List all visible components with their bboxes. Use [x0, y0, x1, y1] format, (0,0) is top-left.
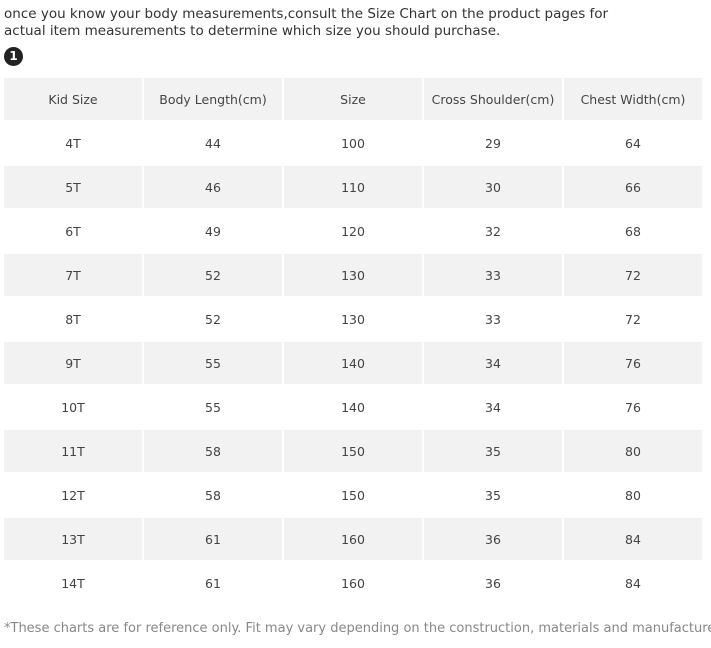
table-cell: Size — [284, 78, 422, 120]
table-cell: 55 — [144, 342, 282, 384]
table-cell: Cross Shoulder(cm) — [424, 78, 562, 120]
table-row: 5T 46 110 30 66 — [4, 166, 702, 208]
table-cell: 76 — [625, 399, 641, 415]
table-cell: 58 — [144, 430, 282, 472]
table-cell: 100 — [341, 135, 365, 151]
table-row: 8T 52 130 33 72 — [4, 298, 702, 340]
table-cell: 35 — [424, 430, 562, 472]
table-cell: 160 — [284, 518, 422, 560]
table-cell: 30 — [424, 166, 562, 208]
table-cell: 76 — [564, 342, 702, 384]
table-cell: 4T — [65, 135, 81, 151]
table-row: 7T 52 130 33 72 — [4, 254, 702, 296]
table-row: 14T 61 160 36 84 — [4, 562, 702, 604]
table-cell: 130 — [284, 254, 422, 296]
table-cell: Chest Width(cm) — [564, 78, 702, 120]
table-cell: 80 — [625, 487, 641, 503]
table-cell: 33 — [485, 311, 501, 327]
table-cell: 29 — [485, 135, 501, 151]
table-cell: 58 — [205, 487, 221, 503]
table-cell: 66 — [564, 166, 702, 208]
table-cell: 55 — [205, 399, 221, 415]
table-cell: 12T — [61, 487, 85, 503]
table-row: 10T 55 140 34 76 — [4, 386, 702, 428]
table-cell: 64 — [625, 135, 641, 151]
table-cell: 150 — [341, 487, 365, 503]
intro-text: once you know your body measurements,con… — [4, 6, 609, 39]
table-cell: 150 — [284, 430, 422, 472]
table-cell: 61 — [205, 575, 221, 591]
table-cell: 46 — [144, 166, 282, 208]
table-cell: 72 — [564, 254, 702, 296]
footnote: *These charts are for reference only. Fi… — [4, 621, 711, 636]
table-cell: 7T — [4, 254, 142, 296]
table-cell: 34 — [485, 399, 501, 415]
table-cell: 36 — [485, 575, 501, 591]
table-row: 11T 58 150 35 80 — [4, 430, 702, 472]
table-cell: 80 — [564, 430, 702, 472]
table-cell: 84 — [625, 575, 641, 591]
table-cell: 120 — [341, 223, 365, 239]
table-cell: 130 — [341, 311, 365, 327]
header-row: Kid Size Body Length(cm) Size Cross Shoulde… — [4, 78, 702, 120]
table-cell: Kid Size — [4, 78, 142, 120]
table-row: 4T 44 100 29 64 — [4, 122, 702, 164]
table-cell: 72 — [625, 311, 641, 327]
table-cell: 84 — [564, 518, 702, 560]
table-cell: 36 — [424, 518, 562, 560]
table-cell: 49 — [205, 223, 221, 239]
table-cell: 35 — [485, 487, 501, 503]
table-cell: 8T — [65, 311, 81, 327]
table-cell: 140 — [341, 399, 365, 415]
table-cell: 13T — [4, 518, 142, 560]
table-cell: 52 — [205, 311, 221, 327]
table-cell: 44 — [205, 135, 221, 151]
table-cell: Body Length(cm) — [144, 78, 282, 120]
table-cell: 33 — [424, 254, 562, 296]
table-cell: 160 — [341, 575, 365, 591]
table-cell: 32 — [485, 223, 501, 239]
table-row: 13T 61 160 36 84 — [4, 518, 702, 560]
table-row: 9T 55 140 34 76 — [4, 342, 702, 384]
table-cell: 140 — [284, 342, 422, 384]
table-cell: 6T — [65, 223, 81, 239]
table-cell: 11T — [4, 430, 142, 472]
table-row: 12T 58 150 35 80 — [4, 474, 702, 516]
table-cell: 52 — [144, 254, 282, 296]
table-row: 6T 49 120 32 68 — [4, 210, 702, 252]
size-table: Kid Size Body Length(cm) Size Cross Shoulde… — [2, 76, 704, 606]
table-cell: 9T — [4, 342, 142, 384]
table-cell: 10T — [61, 399, 85, 415]
table-cell: 110 — [284, 166, 422, 208]
step-badge: 1 — [4, 47, 23, 66]
table-cell: 68 — [625, 223, 641, 239]
table-cell: 5T — [4, 166, 142, 208]
table-cell: 14T — [61, 575, 85, 591]
table-cell: 61 — [144, 518, 282, 560]
table-cell: 34 — [424, 342, 562, 384]
